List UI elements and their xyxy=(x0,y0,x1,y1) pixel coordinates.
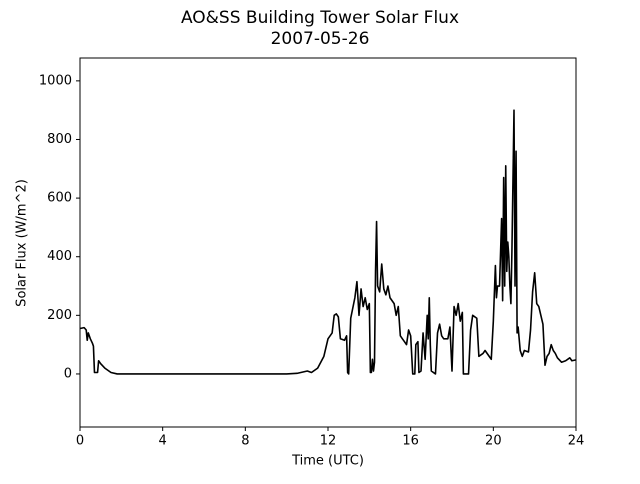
data-line xyxy=(79,109,577,375)
y-axis-label: Solar Flux (W/m^2) xyxy=(15,179,30,307)
y-tick-label: 400 xyxy=(47,249,72,264)
chart-subtitle: 2007-05-26 xyxy=(271,29,370,49)
chart-title: AO&SS Building Tower Solar Flux xyxy=(181,8,459,28)
x-axis-label: Time (UTC) xyxy=(291,454,364,469)
x-tick-label: 0 xyxy=(76,434,84,449)
x-tick-label: 12 xyxy=(320,434,337,449)
x-tick-label: 16 xyxy=(402,434,419,449)
x-tick-label: 20 xyxy=(485,434,502,449)
x-tick-label: 24 xyxy=(568,434,585,449)
y-tick-label: 200 xyxy=(47,308,72,323)
y-tick-label: 600 xyxy=(47,191,72,206)
x-tick-label: 8 xyxy=(241,434,249,449)
y-tick-label: 0 xyxy=(64,366,72,381)
y-tick-label: 1000 xyxy=(39,73,72,88)
x-tick-label: 4 xyxy=(159,434,167,449)
y-tick-label: 800 xyxy=(47,132,72,147)
